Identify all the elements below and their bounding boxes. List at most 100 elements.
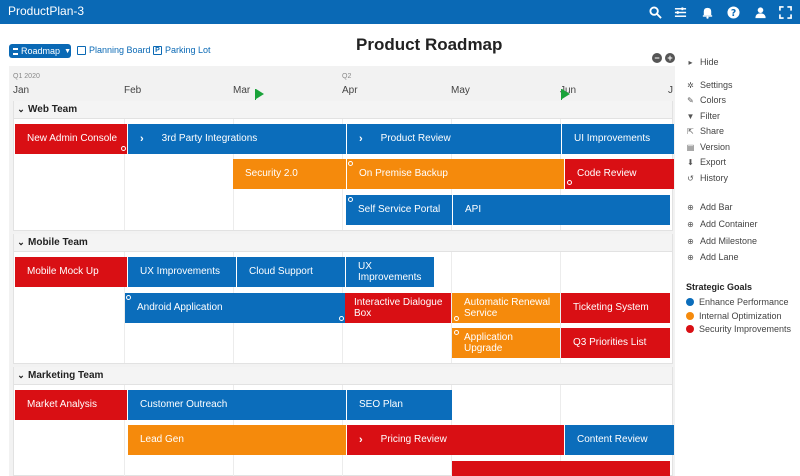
dependency-connector-icon[interactable] [348, 161, 353, 166]
legend-label: Enhance Performance [699, 297, 789, 307]
roadmap-bar[interactable]: Security 2.0 [233, 159, 346, 189]
roadmap-bar[interactable]: UX Improvements [128, 257, 236, 287]
help-icon[interactable]: ? [724, 3, 742, 21]
roadmap-bar[interactable]: Self Service Portal [346, 195, 452, 225]
roadmap-view-button[interactable]: Roadmap ▼ [9, 44, 71, 58]
roadmap-bar[interactable]: On Premise Backup [347, 159, 564, 189]
hide-label: Hide [700, 57, 719, 67]
bar-label: 3rd Party Integrations [161, 133, 258, 145]
dependency-connector-icon[interactable] [126, 295, 131, 300]
sidebar-item-history[interactable]: ↺ History [686, 173, 728, 183]
sidebar-item-share[interactable]: ⇱ Share [686, 126, 724, 136]
chevron-right-icon: › [359, 433, 363, 446]
zoom-out-button[interactable]: − [652, 53, 662, 63]
roadmap-bar[interactable]: Ticketing System [561, 293, 670, 323]
settings-sliders-icon[interactable] [671, 3, 689, 21]
roadmap-bar[interactable]: Cloud Support [237, 257, 345, 287]
roadmap-bar[interactable]: Market Analysis [15, 390, 127, 420]
milestone-flag-icon[interactable] [561, 89, 570, 100]
bar-label: Interactive Dialogue Box [354, 296, 443, 320]
add-bar-button[interactable]: ⊕ Add Bar [686, 202, 733, 212]
plus-circle-icon: ⊕ [687, 236, 694, 246]
roadmap-bar[interactable]: Application Upgrade [452, 328, 560, 358]
add-item-label: Add Container [700, 219, 758, 229]
bar-label: Android Application [137, 302, 223, 314]
bar-label: Code Review [577, 168, 637, 180]
roadmap-bar[interactable]: › Pricing Review [347, 425, 564, 455]
sidebar-item-filter[interactable]: ▼ Filter [686, 111, 720, 121]
roadmap-bar[interactable]: › Product Review [347, 124, 561, 154]
bar-label: UX Improvements [140, 266, 221, 278]
planning-board-link[interactable]: Planning Board [77, 45, 151, 55]
parking-lot-link[interactable]: P Parking Lot [153, 45, 211, 55]
dependency-connector-icon[interactable] [454, 316, 459, 321]
roadmap-bar[interactable]: New Admin Console [15, 124, 127, 154]
add-item-label: Add Bar [700, 202, 733, 212]
fullscreen-icon[interactable] [776, 3, 794, 21]
roadmap-bar[interactable]: Q3 Priorities List [561, 328, 670, 358]
bar-label: On Premise Backup [359, 168, 448, 180]
hide-sidebar-button[interactable]: ▸ Hide [686, 57, 719, 67]
roadmap-bar[interactable]: Code Review [565, 159, 674, 189]
chevron-down-icon[interactable]: ⌄ [17, 104, 25, 114]
roadmap-bar[interactable]: API [453, 195, 670, 225]
dependency-connector-icon[interactable] [348, 197, 353, 202]
sidebar-item-label: Colors [700, 95, 727, 105]
roadmap-bar[interactable]: Automatic Renewal Service [452, 293, 560, 323]
lane-header-marketing-team[interactable]: ⌄ Marketing Team [14, 367, 672, 385]
search-icon[interactable] [646, 3, 664, 21]
chevron-down-icon: ▼ [64, 47, 71, 55]
roadmap-bar[interactable] [452, 461, 670, 476]
sidebar-item-settings[interactable]: ✲ Settings [686, 80, 732, 90]
roadmap-bar[interactable]: UI Improvements [562, 124, 674, 154]
dependency-connector-icon[interactable] [567, 180, 572, 185]
bar-label: New Admin Console [27, 133, 118, 145]
bar-label: Customer Outreach [140, 399, 228, 411]
bar-label: Content Review [577, 434, 648, 446]
milestone-flag-icon[interactable] [255, 89, 264, 100]
sidebar-item-export[interactable]: ⬇ Export [686, 157, 726, 167]
chevron-down-icon[interactable]: ⌄ [17, 237, 25, 247]
gridline [451, 252, 452, 363]
bar-label: Ticketing System [573, 302, 649, 314]
gridline [124, 119, 125, 230]
roadmap-bar[interactable]: UX Improvements [346, 257, 434, 287]
chevron-down-icon[interactable]: ⌄ [17, 370, 25, 380]
version-icon: ▤ [686, 142, 695, 152]
month-label: Apr [342, 85, 358, 96]
add-milestone-button[interactable]: ⊕ Add Milestone [686, 236, 757, 246]
lane-header-mobile-team[interactable]: ⌄ Mobile Team [14, 234, 672, 252]
roadmap-bar[interactable]: Customer Outreach [128, 390, 346, 420]
sidebar-item-colors[interactable]: ✎ Colors [686, 95, 726, 105]
download-icon: ⬇ [687, 157, 694, 167]
roadmap-bar[interactable]: Android Application [125, 293, 345, 323]
filter-icon: ▼ [686, 111, 695, 121]
bar-label: Product Review [380, 133, 451, 145]
page-title: Product Roadmap [356, 35, 503, 54]
roadmap-bar[interactable]: Lead Gen [128, 425, 346, 455]
dependency-connector-icon[interactable] [121, 146, 126, 151]
sidebar-item-version[interactable]: ▤ Version [686, 142, 730, 152]
user-icon[interactable] [751, 3, 769, 21]
gridline [124, 385, 125, 476]
sidebar-item-label: History [700, 173, 729, 183]
roadmap-bar[interactable]: › 3rd Party Integrations [128, 124, 346, 154]
roadmap-bar[interactable]: SEO Plan [347, 390, 452, 420]
zoom-in-button[interactable]: + [665, 53, 675, 63]
board-icon [77, 45, 86, 55]
roadmap-bar[interactable]: Interactive Dialogue Box [345, 293, 451, 323]
roadmap-bar[interactable]: Mobile Mock Up [15, 257, 127, 287]
legend-item: Internal Optimization [686, 311, 782, 321]
dependency-connector-icon[interactable] [454, 330, 459, 335]
legend-item: Enhance Performance [686, 297, 789, 307]
lane-header-web-team[interactable]: ⌄ Web Team [14, 101, 672, 119]
add-container-button[interactable]: ⊕ Add Container [686, 219, 758, 229]
legend-item: Security Improvements [686, 324, 791, 334]
roadmap-bar[interactable]: Content Review [565, 425, 674, 455]
chevron-right-icon: › [140, 132, 144, 145]
bell-icon[interactable] [698, 3, 716, 21]
add-lane-button[interactable]: ⊕ Add Lane [686, 252, 738, 262]
roadmap-view-label: Roadmap [21, 46, 61, 56]
top-bar: ProductPlan-3 ? [0, 0, 800, 24]
dependency-connector-icon[interactable] [339, 316, 344, 321]
